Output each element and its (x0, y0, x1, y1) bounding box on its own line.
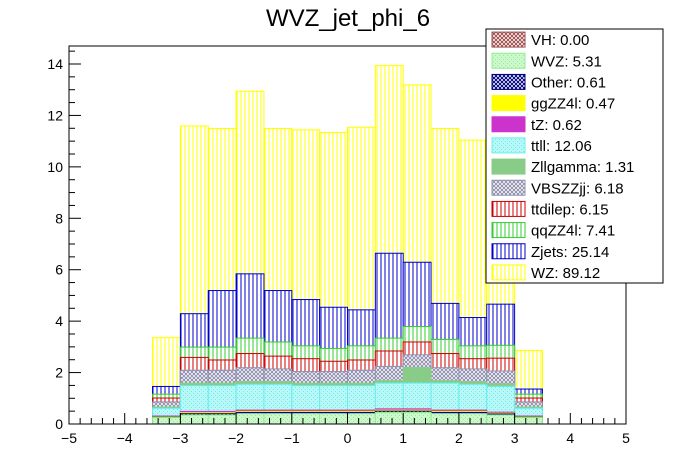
bar-wvz-bin-5 (291, 413, 321, 425)
legend-swatch (491, 200, 526, 217)
legend-swatch (491, 264, 526, 281)
y-tick-label: 10 (47, 159, 63, 175)
x-tick-label: −4 (117, 430, 133, 446)
legend-swatch (491, 31, 526, 48)
bar-wvz-bin-10 (430, 413, 460, 425)
legend-swatch (491, 179, 526, 196)
legend-label: WZ: 89.12 (531, 265, 600, 282)
legend-label: Zjets: 25.14 (531, 244, 609, 261)
bar-wvz-bin-0 (152, 417, 181, 425)
legend-swatch (491, 243, 526, 260)
legend-label: ttll: 12.06 (531, 138, 592, 155)
bar-wvz-bin-7 (347, 413, 376, 425)
y-tick-label: 8 (55, 210, 63, 226)
legend-label: VH: 0.00 (531, 32, 589, 49)
y-tick-label: 12 (47, 107, 63, 123)
legend-swatch (491, 52, 526, 69)
bar-wvz-bin-11 (458, 413, 488, 425)
legend-swatch (491, 73, 526, 90)
bar-wvz-bin-1 (179, 414, 209, 425)
x-tick-label: −3 (172, 430, 188, 446)
y-tick-label: 2 (55, 365, 63, 381)
legend: VH: 0.00 WVZ: 5.31 Other: 0.61 ggZZ4l: 0.47… (485, 28, 664, 284)
bar-wvz-bin-13 (514, 417, 543, 425)
x-tick-label: −1 (284, 430, 300, 446)
x-tick-label: −2 (228, 430, 244, 446)
x-tick-label: −5 (61, 430, 77, 446)
bar-wvz-bin-8 (374, 411, 404, 425)
bar-wvz-bin-2 (207, 414, 237, 425)
y-tick-label: 6 (55, 262, 63, 278)
legend-swatch (491, 222, 526, 239)
bar-wvz-bin-9 (402, 411, 432, 425)
legend-label: qqZZ4l: 7.41 (531, 223, 615, 240)
bar-wvz-bin-6 (319, 413, 348, 425)
legend-swatch (491, 137, 526, 154)
x-tick-label: 5 (622, 430, 630, 446)
x-tick-label: 1 (399, 430, 407, 446)
legend-label: ggZZ4l: 0.47 (531, 96, 615, 113)
bar-wvz-bin-4 (263, 413, 293, 425)
x-tick-label: 0 (344, 430, 352, 446)
bar-wvz-bin-3 (235, 413, 265, 425)
legend-swatch (491, 158, 526, 175)
chart-title: WVZ_jet_phi_6 (266, 5, 430, 32)
legend-label: Zllgamma: 1.31 (531, 159, 634, 176)
legend-label: VBSZZjj: 6.18 (531, 180, 624, 197)
x-tick-label: 3 (511, 430, 519, 446)
x-tick-label: 2 (455, 430, 463, 446)
bar-wvz-bin-12 (486, 414, 516, 425)
legend-swatch (491, 116, 526, 133)
y-tick-label: 14 (47, 56, 63, 72)
legend-label: tZ: 0.62 (531, 117, 582, 134)
y-tick-label: 0 (55, 416, 63, 432)
x-tick-label: 4 (566, 430, 574, 446)
histogram-stack (152, 65, 543, 425)
legend-label: ttdilep: 6.15 (531, 201, 609, 218)
legend-label: Other: 0.61 (531, 74, 606, 91)
legend-swatch (491, 95, 526, 112)
legend-label: WVZ: 5.31 (531, 53, 602, 70)
legend-box (485, 28, 664, 284)
y-tick-label: 4 (55, 313, 63, 329)
